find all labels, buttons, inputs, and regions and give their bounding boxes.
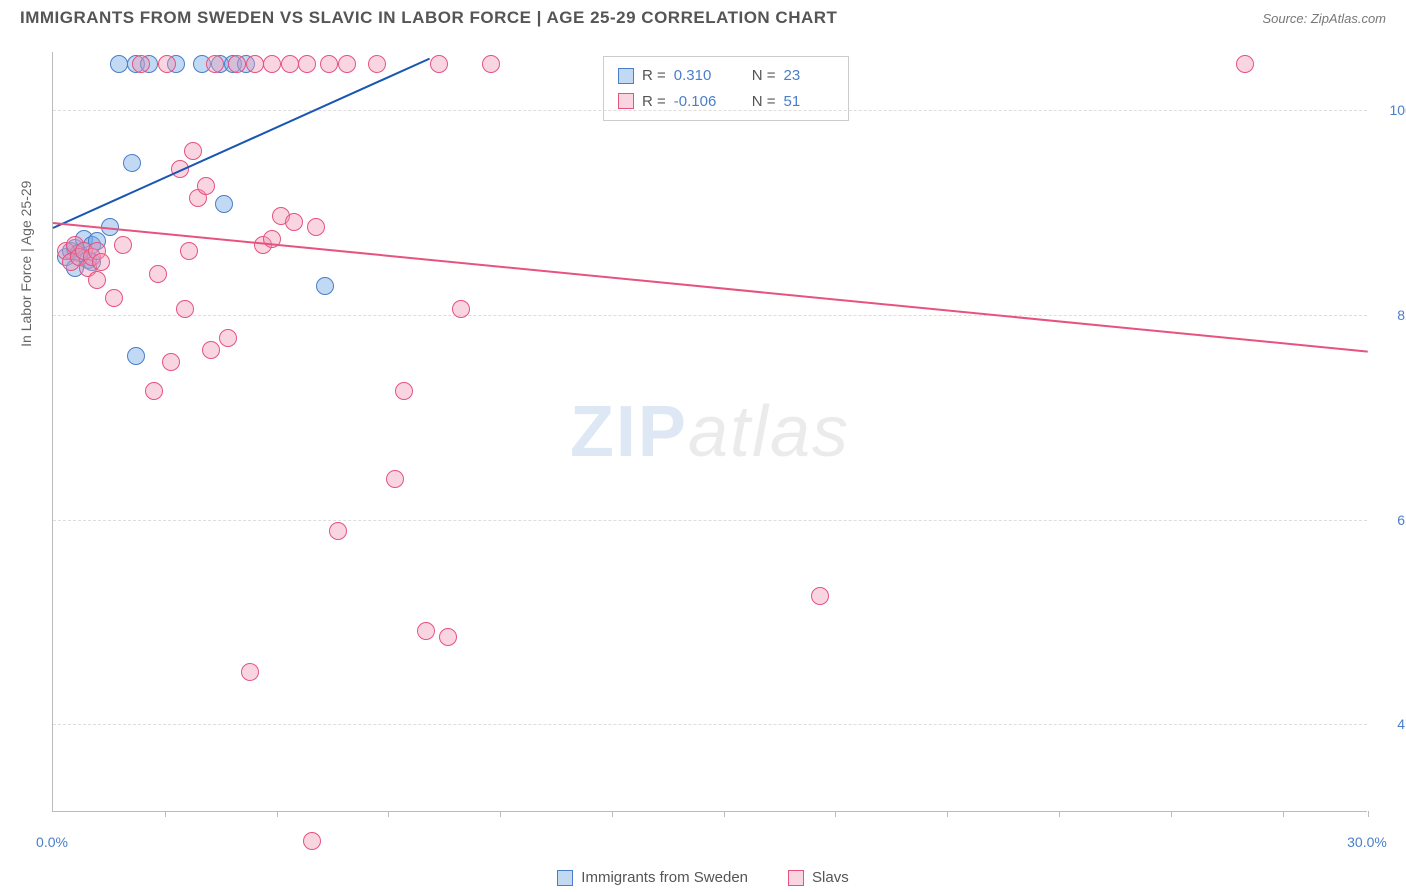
data-point xyxy=(281,55,299,73)
gridline xyxy=(53,724,1367,725)
legend-label-slavs: Slavs xyxy=(812,869,849,886)
source-attribution: Source: ZipAtlas.com xyxy=(1262,11,1386,26)
data-point xyxy=(303,832,321,850)
data-point xyxy=(92,253,110,271)
data-point xyxy=(263,55,281,73)
swatch-sweden xyxy=(618,68,634,84)
data-point xyxy=(158,55,176,73)
data-point xyxy=(329,522,347,540)
x-tick xyxy=(947,811,948,817)
data-point xyxy=(180,242,198,260)
stats-row-sweden: R =0.310 N =23 xyxy=(618,63,834,89)
data-point xyxy=(285,213,303,231)
trend-line xyxy=(53,222,1368,353)
data-point xyxy=(417,622,435,640)
scatter-chart: ZIPatlas R =0.310 N =23 R =-0.106 N =51 … xyxy=(52,52,1367,812)
data-point xyxy=(114,236,132,254)
data-point xyxy=(215,195,233,213)
x-tick xyxy=(388,811,389,817)
legend-label-sweden: Immigrants from Sweden xyxy=(581,869,748,886)
data-point xyxy=(206,55,224,73)
legend-swatch-slavs xyxy=(788,870,804,886)
data-point xyxy=(338,55,356,73)
watermark: ZIPatlas xyxy=(570,391,850,473)
data-point xyxy=(105,289,123,307)
data-point xyxy=(176,300,194,318)
data-point xyxy=(452,300,470,318)
y-tick-label: 47.5% xyxy=(1377,716,1406,732)
x-tick xyxy=(165,811,166,817)
data-point xyxy=(246,55,264,73)
data-point xyxy=(123,154,141,172)
data-point xyxy=(88,271,106,289)
x-tick-label-min: 0.0% xyxy=(36,834,68,850)
data-point xyxy=(811,587,829,605)
data-point xyxy=(1236,55,1254,73)
legend-swatch-sweden xyxy=(557,870,573,886)
data-point xyxy=(439,628,457,646)
gridline xyxy=(53,520,1367,521)
data-point xyxy=(145,382,163,400)
data-point xyxy=(184,142,202,160)
x-tick xyxy=(612,811,613,817)
x-tick xyxy=(724,811,725,817)
trend-line xyxy=(53,58,431,230)
y-tick-label: 82.5% xyxy=(1377,307,1406,323)
data-point xyxy=(197,177,215,195)
data-point xyxy=(298,55,316,73)
data-point xyxy=(320,55,338,73)
data-point xyxy=(241,663,259,681)
swatch-slavs xyxy=(618,93,634,109)
data-point xyxy=(162,353,180,371)
x-tick xyxy=(1171,811,1172,817)
data-point xyxy=(228,55,246,73)
data-point xyxy=(368,55,386,73)
data-point xyxy=(149,265,167,283)
y-tick-label: 65.0% xyxy=(1377,512,1406,528)
y-tick-label: 100.0% xyxy=(1377,102,1406,118)
gridline xyxy=(53,315,1367,316)
data-point xyxy=(110,55,128,73)
x-tick xyxy=(1059,811,1060,817)
legend-item-sweden: Immigrants from Sweden xyxy=(557,869,748,886)
data-point xyxy=(482,55,500,73)
data-point xyxy=(386,470,404,488)
x-tick xyxy=(1283,811,1284,817)
data-point xyxy=(202,341,220,359)
data-point xyxy=(430,55,448,73)
x-tick xyxy=(500,811,501,817)
x-tick xyxy=(835,811,836,817)
gridline xyxy=(53,110,1367,111)
bottom-legend: Immigrants from Sweden Slavs xyxy=(0,869,1406,886)
legend-item-slavs: Slavs xyxy=(788,869,849,886)
data-point xyxy=(316,277,334,295)
y-axis-title: In Labor Force | Age 25-29 xyxy=(18,181,34,347)
x-tick xyxy=(277,811,278,817)
data-point xyxy=(395,382,413,400)
data-point xyxy=(127,347,145,365)
data-point xyxy=(307,218,325,236)
data-point xyxy=(219,329,237,347)
x-tick-label-max: 30.0% xyxy=(1347,834,1387,850)
x-tick xyxy=(1368,811,1369,817)
data-point xyxy=(132,55,150,73)
chart-title: IMMIGRANTS FROM SWEDEN VS SLAVIC IN LABO… xyxy=(20,8,837,28)
